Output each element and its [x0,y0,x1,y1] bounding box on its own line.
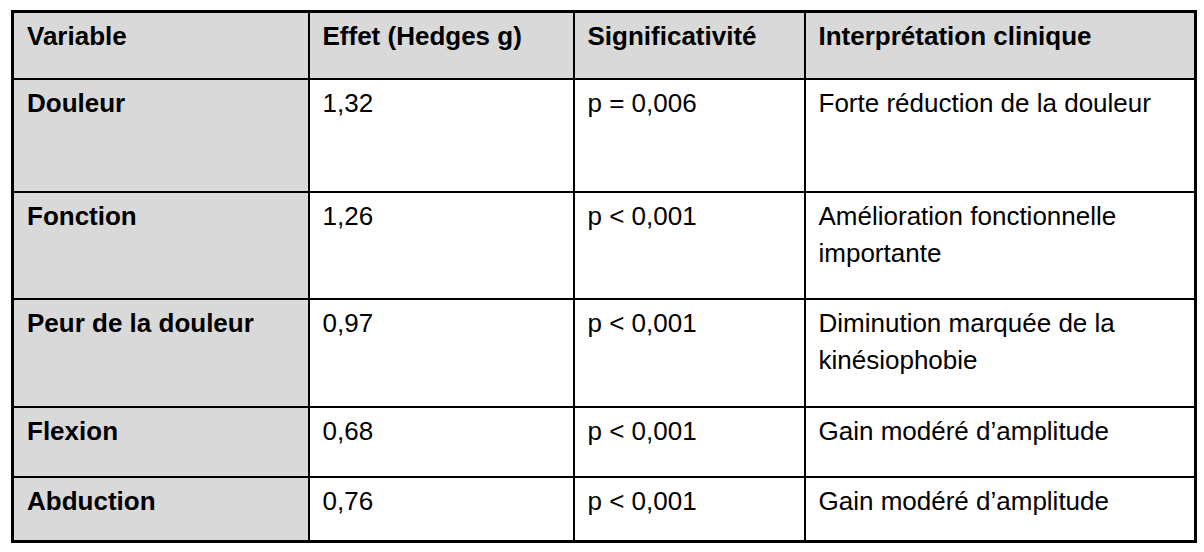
cell-significance: p < 0,001 [574,407,805,477]
cell-variable: Flexion [13,407,309,477]
header-significance: Significativité [574,12,805,79]
table-row: Abduction 0,76 p < 0,001 Gain modéré d’a… [13,477,1196,542]
cell-effect: 0,76 [309,477,574,542]
cell-effect: 1,32 [309,79,574,192]
cell-interpretation: Diminution marquée de la kinésiophobie [805,299,1196,407]
cell-significance: p < 0,001 [574,477,805,542]
header-interpretation: Interprétation clinique [805,12,1196,79]
header-effect: Effet (Hedges g) [309,12,574,79]
cell-effect: 0,97 [309,299,574,407]
cell-variable: Fonction [13,192,309,299]
cell-interpretation: Amélioration fonctionnelle importante [805,192,1196,299]
document-page: Variable Effet (Hedges g) Significativit… [0,0,1204,552]
cell-significance: p < 0,001 [574,299,805,407]
table-row: Fonction 1,26 p < 0,001 Amélioration fon… [13,192,1196,299]
table-row: Douleur 1,32 p = 0,006 Forte réduction d… [13,79,1196,192]
cell-interpretation: Gain modéré d’amplitude [805,407,1196,477]
cell-significance: p = 0,006 [574,79,805,192]
cell-variable: Douleur [13,79,309,192]
table-row: Peur de la douleur 0,97 p < 0,001 Diminu… [13,299,1196,407]
cell-variable: Abduction [13,477,309,542]
cell-significance: p < 0,001 [574,192,805,299]
cell-interpretation: Forte réduction de la douleur [805,79,1196,192]
table-header-row: Variable Effet (Hedges g) Significativit… [13,12,1196,79]
cell-variable: Peur de la douleur [13,299,309,407]
header-variable: Variable [13,12,309,79]
cell-interpretation: Gain modéré d’amplitude [805,477,1196,542]
cell-effect: 0,68 [309,407,574,477]
effect-size-table: Variable Effet (Hedges g) Significativit… [11,10,1197,543]
table-row: Flexion 0,68 p < 0,001 Gain modéré d’amp… [13,407,1196,477]
cell-effect: 1,26 [309,192,574,299]
